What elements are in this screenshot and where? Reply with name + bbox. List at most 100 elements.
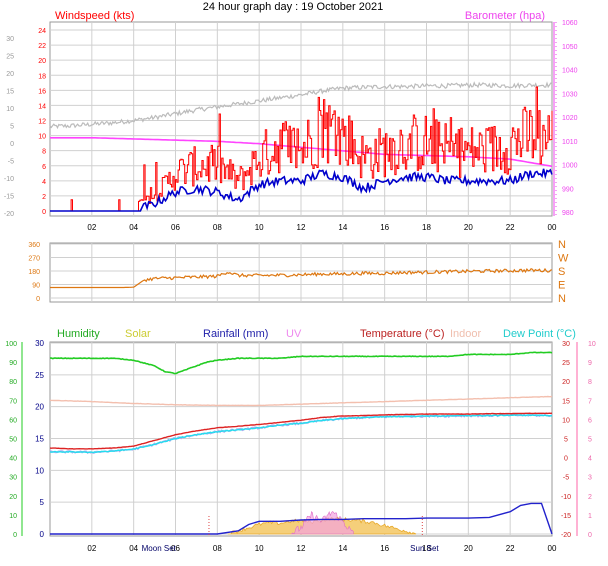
temp-x-tick-label: 04 (129, 544, 138, 553)
temp-x-tick-label: 22 (506, 544, 515, 553)
temp-x-tick-label: 20 (464, 544, 473, 553)
wind-tick-label: 0 (42, 209, 46, 216)
uv-tick-label: 7 (588, 398, 592, 405)
wind-x-tick-label: 12 (297, 223, 306, 232)
rain-tick-label: 30 (35, 339, 44, 348)
temp-x-tick-label: 02 (87, 544, 96, 553)
temperature-line (49, 412, 553, 450)
humidity-tick-label: 10 (9, 513, 17, 520)
humidity-tick-label: 90 (9, 360, 17, 367)
indoor-line (49, 395, 553, 407)
wind-outer-tick-label: 20 (6, 71, 14, 78)
compass-label: S (558, 266, 565, 278)
humidity-tick-label: 100 (5, 341, 17, 348)
baro-tick-label: 1060 (562, 20, 578, 27)
wind-average-line (50, 168, 553, 212)
compass-label: N (558, 293, 566, 305)
direction-tick-label: 0 (36, 296, 40, 303)
dewpoint-line (49, 414, 553, 454)
wind-x-tick-label: 16 (380, 223, 389, 232)
wind-outer-tick-label: 30 (6, 36, 14, 43)
legend-indoor: Indoor (450, 328, 482, 340)
wind-outer-tick-label: 10 (6, 106, 14, 113)
temp-right-tick-label: 30 (562, 341, 570, 348)
humidity-tick-label: 40 (9, 456, 17, 463)
temp-right-tick-label: 10 (562, 417, 570, 424)
wind-outer-tick-label: 25 (6, 54, 14, 61)
wind-tick-label: 16 (38, 88, 46, 95)
legend-humidity: Humidity (57, 328, 100, 340)
wind-tick-label: 12 (38, 119, 46, 126)
temp-right-tick-label: 25 (562, 360, 570, 367)
wind-tick-label: 20 (38, 58, 46, 65)
temp-right-tick-label: 15 (562, 398, 570, 405)
wind-tick-label: 18 (38, 73, 46, 80)
baro-tick-label: 980 (562, 210, 574, 217)
rain-tick-label: 0 (40, 530, 45, 539)
humidity-tick-label: 20 (9, 494, 17, 501)
legend-uv: UV (286, 328, 302, 340)
humidity-tick-label: 30 (9, 475, 17, 482)
legend-dewpoint: Dew Point (°C) (503, 328, 576, 340)
uv-tick-label: 6 (588, 417, 592, 424)
temp-x-tick-label: 00 (548, 544, 557, 553)
uv-tick-label: 4 (588, 456, 592, 463)
uv-tick-label: 9 (588, 360, 592, 367)
temp-x-tick-label: 08 (213, 544, 222, 553)
baro-tick-label: 990 (562, 186, 574, 193)
temp-right-tick-label: 5 (564, 437, 568, 444)
direction-tick-label: 360 (28, 242, 40, 249)
wind-x-tick-label: 02 (87, 223, 96, 232)
compass-label: W (558, 253, 569, 265)
temp-right-tick-label: -5 (563, 475, 569, 482)
legend-temperature: Temperature (°C) (360, 328, 444, 340)
uv-tick-label: 5 (588, 437, 592, 444)
uv-tick-label: 2 (588, 494, 592, 501)
temp-right-tick-label: -20 (561, 532, 571, 539)
temp-x-tick-label: 12 (297, 544, 306, 553)
barometer-axis-label: Barometer (hpa) (465, 10, 545, 22)
windspeed-axis-label: Windspeed (kts) (55, 10, 134, 22)
legend-solar: Solar (125, 328, 151, 340)
wind-tick-label: 10 (38, 134, 46, 141)
rain-tick-label: 20 (35, 403, 44, 412)
compass-label: N (558, 239, 566, 251)
humidity-tick-label: 50 (9, 437, 17, 444)
wind-outer-tick-label: -5 (8, 159, 14, 166)
compass-label: E (558, 280, 565, 292)
direction-tick-label: 270 (28, 256, 40, 263)
rain-tick-label: 5 (40, 498, 45, 507)
uv-area (290, 511, 354, 535)
humidity-tick-label: 0 (13, 532, 17, 539)
uv-tick-label: 3 (588, 475, 592, 482)
temp-right-tick-label: -15 (561, 513, 571, 520)
baro-tick-label: 1050 (562, 44, 578, 51)
wind-tick-label: 4 (42, 179, 46, 186)
baro-tick-label: 1010 (562, 139, 578, 146)
temp-right-tick-label: 20 (562, 379, 570, 386)
wind-x-tick-label: 06 (171, 223, 180, 232)
wind-x-tick-label: 18 (422, 223, 431, 232)
wind-outer-tick-label: -10 (4, 176, 14, 183)
baro-tick-label: 1040 (562, 68, 578, 75)
temp-x-tick-label: 16 (380, 544, 389, 553)
direction-tick-label: 180 (28, 269, 40, 276)
rainfall-line (50, 502, 553, 535)
wind-direction-line (50, 267, 553, 289)
temp-x-tick-label: 06 (171, 544, 180, 553)
wind-x-tick-label: 04 (129, 223, 138, 232)
temp-right-tick-label: 0 (564, 456, 568, 463)
temp-x-tick-label: 18 (422, 544, 431, 553)
temp-x-tick-label: 14 (338, 544, 347, 553)
wind-x-tick-label: 08 (213, 223, 222, 232)
humidity-tick-label: 70 (9, 398, 17, 405)
baro-tick-label: 1000 (562, 163, 578, 170)
direction-tick-label: 90 (32, 283, 40, 290)
temp-x-tick-label: 10 (255, 544, 264, 553)
wind-x-tick-label: 14 (338, 223, 347, 232)
wind-tick-label: 2 (42, 194, 46, 201)
rain-tick-label: 25 (35, 371, 44, 380)
wind-gust-line (50, 86, 553, 212)
